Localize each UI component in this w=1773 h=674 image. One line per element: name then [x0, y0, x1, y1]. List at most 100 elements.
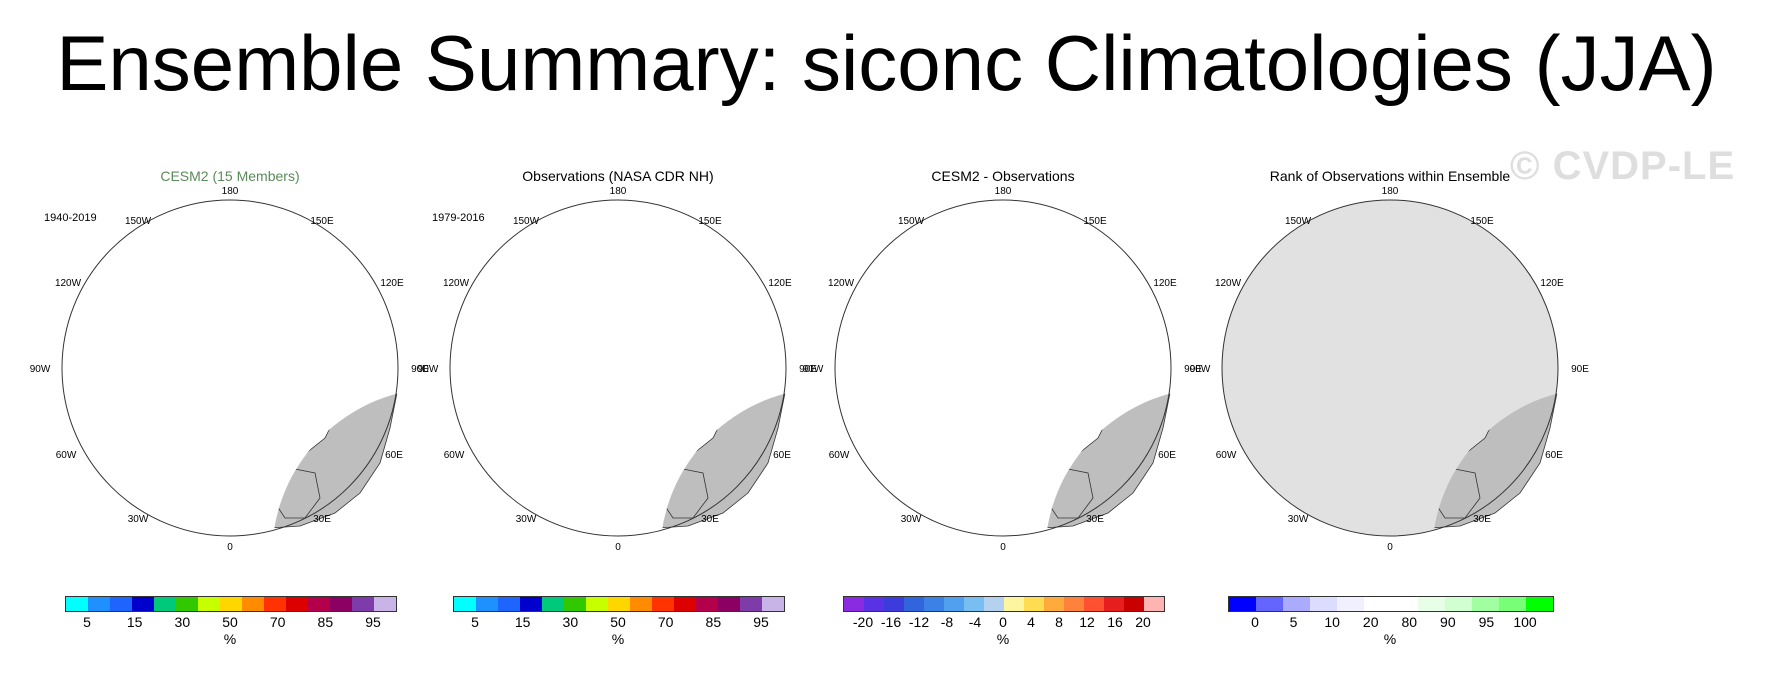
map-border [61, 199, 399, 537]
colorbar-tick: 20 [1362, 614, 1379, 630]
colorbar-tick: 85 [705, 614, 722, 630]
colorbar-unit: % [611, 631, 625, 647]
longitude-label: 180 [222, 186, 239, 197]
colorbar-swatch [630, 597, 652, 611]
colorbar-tick: 50 [610, 614, 626, 630]
colorbar-tick: 15 [126, 614, 143, 630]
longitude-label: 60E [1158, 450, 1176, 461]
watermark: © CVDP-LE [1510, 144, 1736, 188]
polar-map: 180 0 90W 90E 120W 120E 150W 150E 60W 60E 30W 30E [30, 186, 430, 553]
longitude-label: 150W [513, 216, 540, 227]
colorbar-swatch [652, 597, 674, 611]
colorbar-tick: 30 [562, 614, 579, 630]
colorbar-swatch [242, 597, 264, 611]
colorbar-swatch [308, 597, 330, 611]
longitude-label: 150E [1470, 216, 1494, 227]
map-border [449, 199, 787, 537]
colorbar-swatch [1499, 597, 1526, 611]
longitude-label: 30W [901, 514, 922, 525]
colorbar-tick: 95 [1478, 614, 1495, 630]
longitude-label: 120W [55, 278, 82, 289]
colorbar-swatch [1337, 597, 1364, 611]
page-title: Ensemble Summary: siconc Climatologies (… [56, 19, 1717, 107]
colorbar-swatch [542, 597, 564, 611]
colorbar-swatch [1004, 597, 1024, 611]
period-label: 1979-2016 [432, 212, 485, 224]
colorbar-tick: -8 [940, 614, 954, 630]
polar-map: 180 0 90W 90E 120W 120E 150W 150E 60W 60E 30W 30E [803, 186, 1203, 553]
colorbar-tick: -4 [968, 614, 982, 630]
colorbar-swatch [696, 597, 718, 611]
longitude-label: 150W [898, 216, 925, 227]
colorbar-swatch [984, 597, 1004, 611]
panel-title: CESM2 - Observations [931, 168, 1075, 184]
longitude-label: 30W [516, 514, 537, 525]
longitude-label: 60W [56, 450, 77, 461]
colorbar-tick: 5 [83, 614, 91, 630]
longitude-label: 150W [1285, 216, 1312, 227]
colorbar-swatch [608, 597, 630, 611]
longitude-label: 30E [313, 514, 331, 525]
colorbar-tick: -16 [880, 614, 902, 630]
longitude-label: 150E [1083, 216, 1107, 227]
colorbar-tick: 70 [269, 614, 286, 630]
longitude-label: 90E [1184, 364, 1202, 375]
colorbar-swatch [964, 597, 984, 611]
longitude-label: 60E [1545, 450, 1563, 461]
longitude-label: 60W [829, 450, 850, 461]
colorbar-swatch [454, 597, 476, 611]
colorbar-swatch [844, 597, 864, 611]
colorbar-swatch [864, 597, 884, 611]
colorbar-swatch [1472, 597, 1499, 611]
colorbar-tick: 4 [1027, 614, 1035, 630]
colorbar-swatch [884, 597, 904, 611]
colorbar-swatch [762, 597, 784, 611]
colorbar-tick: 95 [753, 614, 769, 630]
colorbar-tick: 12 [1079, 614, 1095, 630]
longitude-label: 180 [1382, 186, 1399, 197]
polar-map: 180 0 90W 90E 120W 120E 150W 150E 60W 60E 30W 30E [1190, 186, 1590, 553]
colorbar-swatch [520, 597, 542, 611]
colorbar-swatch [264, 597, 286, 611]
colorbar-swatch [110, 597, 132, 611]
longitude-label: 0 [1387, 542, 1393, 553]
colorbar-swatch [1256, 597, 1283, 611]
colorbar-swatch [1283, 597, 1310, 611]
colorbar-tick: -20 [852, 614, 874, 630]
colorbar-swatch [66, 597, 88, 611]
longitude-label: 120W [443, 278, 470, 289]
colorbar-swatch [1024, 597, 1044, 611]
colorbar-swatch [1418, 597, 1445, 611]
longitude-label: 120E [380, 278, 404, 289]
colorbar-tick: 50 [222, 614, 238, 630]
colorbar-tick: 90 [1440, 614, 1456, 630]
colorbar-swatch [1064, 597, 1084, 611]
longitude-label: 120E [1153, 278, 1177, 289]
colorbar-swatch [1310, 597, 1337, 611]
longitude-label: 120E [768, 278, 792, 289]
colorbar-swatch [374, 597, 396, 611]
colorbar: -20 -16 -12 -8 -4 0 4 8 12 16 20% [793, 596, 1213, 656]
colorbar-tick: 100 [1513, 614, 1537, 630]
longitude-label: 60E [773, 450, 791, 461]
colorbar-tick: 5 [1289, 614, 1298, 630]
colorbar-tick: 10 [1324, 614, 1340, 630]
longitude-label: 60W [444, 450, 465, 461]
colorbar-swatch [944, 597, 964, 611]
longitude-label: 90W [30, 364, 51, 375]
colorbar-unit: % [223, 631, 237, 647]
longitude-label: 90W [418, 364, 439, 375]
colorbar-swatch [1391, 597, 1418, 611]
colorbar-swatch [718, 597, 740, 611]
colorbar-swatch [330, 597, 352, 611]
colorbar-tick: 16 [1107, 614, 1123, 630]
colorbar-swatch [1144, 597, 1164, 611]
colorbar-tick: 5 [471, 614, 479, 630]
map-border [834, 199, 1172, 537]
colorbar-tick: 95 [365, 614, 381, 630]
map-panel: CESM2 - Observations 180 0 90W 90E 120W 120E 15… [793, 160, 1213, 660]
colorbar-swatch [740, 597, 762, 611]
colorbar-tick: -12 [908, 614, 930, 630]
colorbar-unit: % [1383, 631, 1397, 647]
longitude-label: 90E [1571, 364, 1589, 375]
